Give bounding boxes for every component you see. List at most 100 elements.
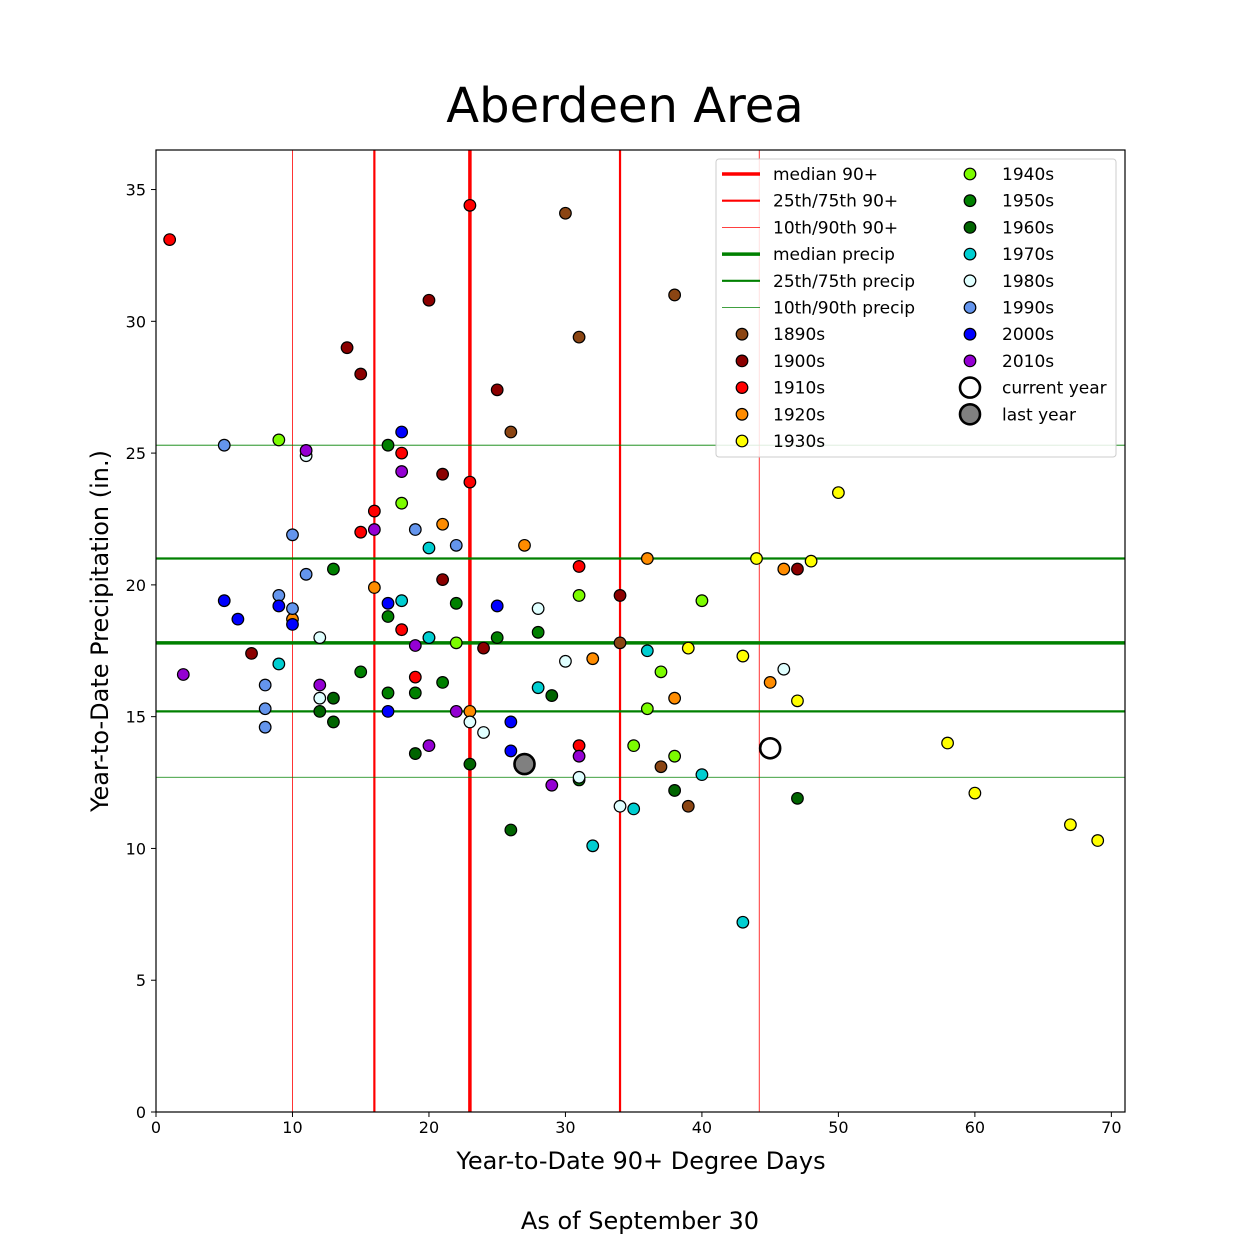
- data-point-1950s: [436, 675, 450, 689]
- data-point-1910s: [463, 475, 477, 489]
- data-point-2010s: [449, 704, 463, 718]
- data-point-1990s: [258, 702, 272, 716]
- data-point-1960s: [504, 823, 518, 837]
- data-point-1910s: [572, 560, 586, 573]
- data-point-1900s: [354, 367, 368, 381]
- data-point-1910s: [163, 233, 177, 247]
- data-point-1910s: [367, 504, 381, 518]
- legend-box: [715, 158, 1117, 458]
- legend-marker-large: [958, 376, 982, 399]
- data-point-2010s: [395, 465, 409, 478]
- data-point-1930s: [1091, 834, 1105, 847]
- legend-label: 1900s: [773, 352, 825, 372]
- legend-label: median 90+: [773, 165, 878, 185]
- data-point-1990s: [286, 602, 299, 615]
- data-point-1920s: [463, 704, 477, 718]
- legend-label: 1960s: [1002, 218, 1054, 238]
- data-point-1960s: [408, 747, 422, 760]
- data-point-1910s: [572, 739, 586, 753]
- legend-label: 25th/75th precip: [773, 272, 915, 292]
- legend-label: 10th/90th precip: [773, 299, 915, 319]
- data-point-1930s: [750, 552, 763, 565]
- data-point-1960s: [313, 704, 327, 718]
- data-point-1910s: [354, 525, 368, 539]
- data-point-1920s: [367, 581, 381, 594]
- legend-label: 1980s: [1002, 272, 1054, 292]
- data-point-1930s: [968, 786, 982, 800]
- data-point-1960s: [327, 691, 340, 705]
- data-point-1920s: [668, 691, 682, 705]
- data-point-2010s: [299, 444, 313, 457]
- data-point-2000s: [272, 599, 286, 613]
- data-point-1970s: [640, 644, 654, 658]
- legend-label: 1890s: [773, 325, 825, 345]
- legend-label: 1940s: [1002, 165, 1054, 185]
- data-point-1990s: [272, 589, 286, 602]
- data-point-1980s: [313, 691, 327, 705]
- legend-label: 1970s: [1002, 245, 1054, 265]
- y-tick-label: 35: [126, 181, 146, 200]
- data-point-1980s: [463, 715, 477, 729]
- data-point-1920s: [586, 652, 600, 666]
- data-point-1970s: [531, 681, 545, 695]
- data-point-1990s: [286, 528, 299, 542]
- data-point-1990s: [449, 538, 463, 552]
- data-point-1940s: [654, 665, 668, 679]
- data-point-1930s: [681, 641, 695, 655]
- legend-marker: [963, 167, 977, 181]
- y-tick-label: 25: [126, 444, 146, 463]
- data-point-2010s: [422, 739, 436, 753]
- data-point-1970s: [395, 594, 409, 608]
- data-point-1990s: [258, 720, 272, 734]
- legend-marker: [735, 381, 749, 395]
- legend-label: 25th/75th 90+: [773, 192, 898, 212]
- legend-label: 1930s: [773, 432, 825, 452]
- x-tick-label: 70: [1101, 1118, 1121, 1137]
- data-point-1920s: [763, 675, 777, 689]
- y-tick-label: 15: [126, 708, 146, 727]
- legend-label: median precip: [773, 245, 895, 265]
- data-point-1890s: [668, 288, 682, 302]
- data-point-1940s: [695, 594, 709, 608]
- data-point-1910s: [395, 446, 409, 460]
- data-point-1950s: [381, 438, 395, 452]
- x-tick-label: 50: [828, 1118, 848, 1137]
- legend-label: 1990s: [1002, 299, 1054, 319]
- current-year-marker: [758, 736, 782, 760]
- data-point-1990s: [408, 523, 422, 536]
- data-point-1890s: [504, 425, 518, 439]
- x-tick-label: 10: [282, 1118, 302, 1137]
- legend-label: 1910s: [773, 379, 825, 399]
- legend-marker: [963, 194, 977, 208]
- data-point-2000s: [286, 618, 299, 631]
- data-point-1940s: [395, 496, 409, 510]
- data-point-1940s: [572, 589, 586, 602]
- data-point-1930s: [736, 649, 750, 663]
- data-point-1980s: [313, 631, 327, 644]
- x-tick-label: 40: [692, 1118, 712, 1137]
- legend-marker: [735, 434, 749, 448]
- data-point-1980s: [559, 654, 572, 668]
- data-point-1960s: [791, 791, 804, 805]
- data-point-1940s: [272, 433, 286, 447]
- data-point-1950s: [490, 631, 504, 644]
- legend-label: 1950s: [1002, 192, 1054, 212]
- chart-title: Aberdeen Area: [446, 78, 803, 134]
- x-tick-label: 0: [151, 1118, 161, 1137]
- legend-marker: [735, 354, 749, 368]
- legend-marker: [963, 354, 977, 368]
- data-point-2000s: [490, 599, 504, 613]
- data-point-1920s: [640, 552, 654, 565]
- x-tick-label: 30: [555, 1118, 575, 1137]
- data-point-2000s: [381, 596, 395, 610]
- data-point-1970s: [586, 839, 600, 853]
- data-point-1900s: [477, 641, 490, 655]
- data-point-1990s: [299, 567, 313, 581]
- y-tick-label: 10: [126, 839, 146, 858]
- data-point-1900s: [436, 573, 450, 587]
- data-point-1940s: [449, 636, 463, 650]
- legend-marker: [735, 327, 749, 341]
- data-point-1980s: [477, 726, 490, 739]
